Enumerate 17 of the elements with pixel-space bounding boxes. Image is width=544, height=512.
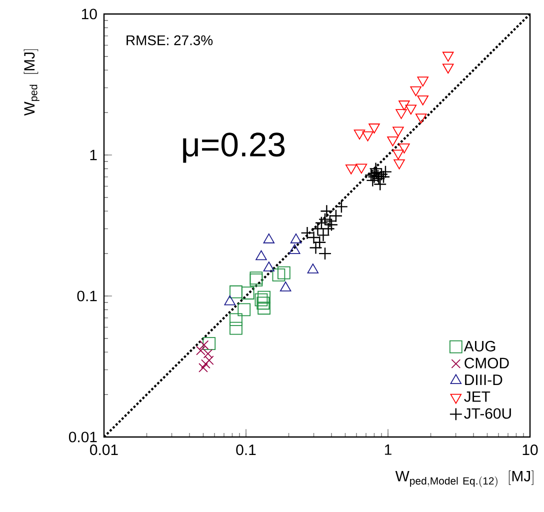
annotation: RMSE: 27.3% [126,35,213,46]
annotation: μ=0.23 [183,132,285,163]
legend-label: AUG [464,340,496,352]
legend-label: CMOD [464,358,509,368]
y-axis-title: $\mathrm{W_{ped}\ \ [MJ]}$ [24,49,40,116]
x-axis-title: $\mathrm{W_{ped,Model\ Eq.(12)}\ \ [MJ]}$ [395,470,534,488]
y-tick-label: 1 [90,150,97,160]
x-tick-label: 1 [384,444,392,455]
x-tick-label: 0.1 [236,444,256,456]
x-tick-label: 0.01 [90,444,118,456]
y-tick-label: 0.01 [68,432,97,442]
y-tick-label: 10 [82,8,97,20]
y-tick-label: 0.1 [77,290,97,302]
legend-label: JT-60U [464,408,511,419]
legend-label: DIII-D [465,374,502,385]
legend-label: JET [464,391,490,402]
x-tick-label: 10 [522,444,538,456]
